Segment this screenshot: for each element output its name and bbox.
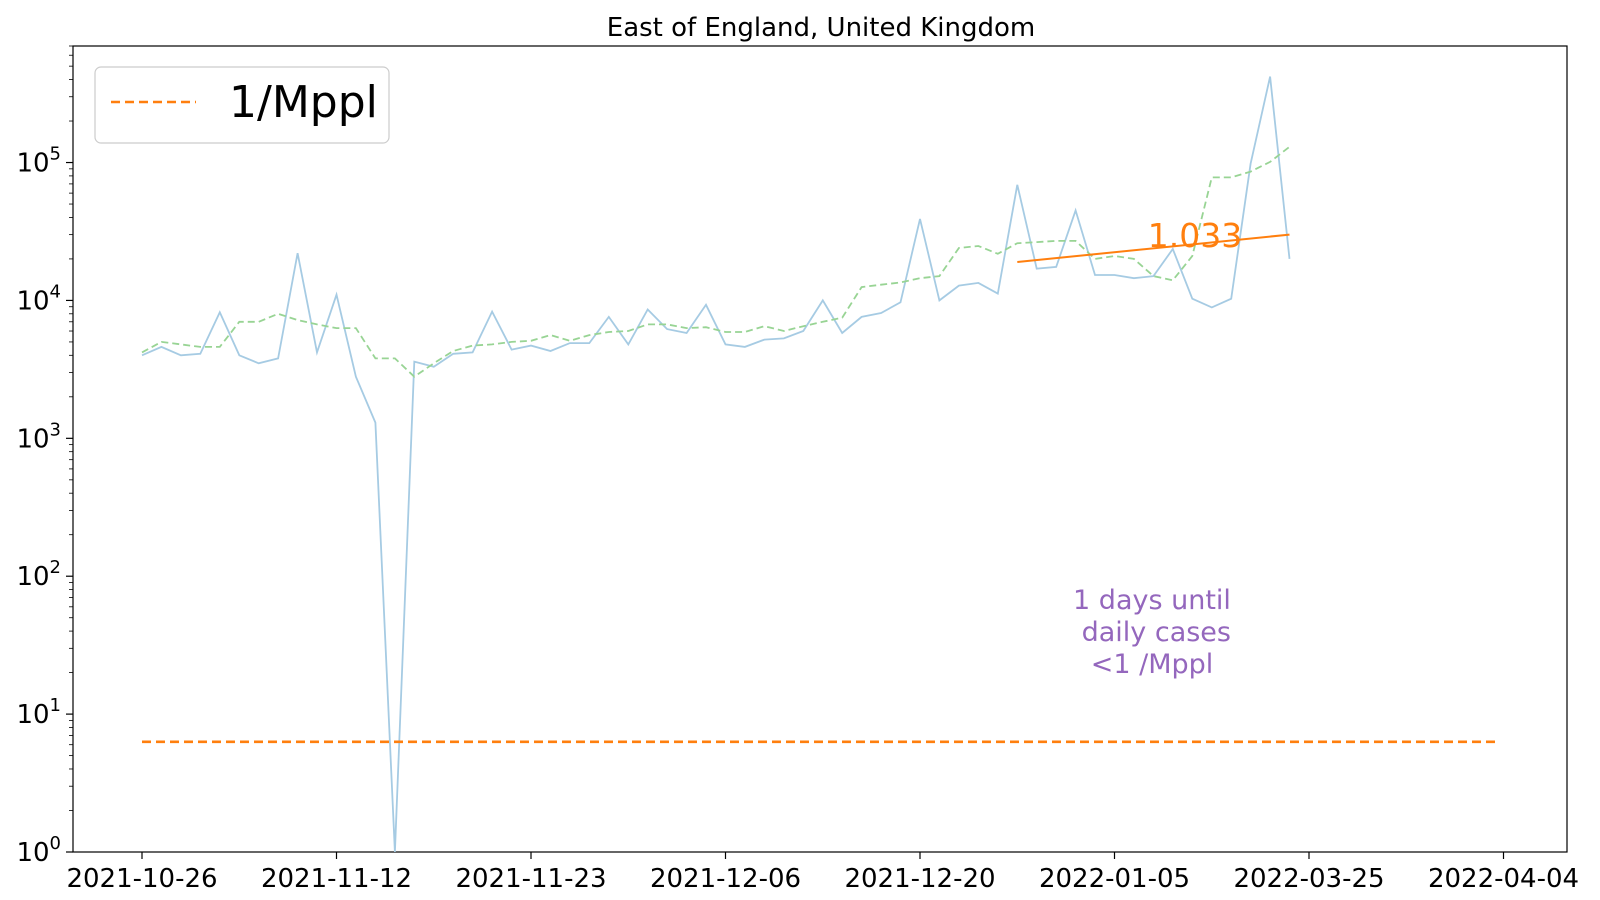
slope-annotation: 1.033 bbox=[1148, 216, 1242, 255]
y-tick-label: 100 bbox=[16, 833, 61, 868]
legend-box bbox=[94, 66, 390, 144]
legend-label: 1/Mppl bbox=[229, 77, 378, 128]
x-tick-label: 2022-01-05 bbox=[1039, 864, 1190, 894]
x-tick-label: 2021-12-20 bbox=[844, 864, 995, 894]
y-tick-label: 101 bbox=[16, 695, 61, 730]
x-tick-label: 2021-12-06 bbox=[650, 864, 801, 894]
y-axis: 100 101 102 103 104 105 bbox=[16, 45, 73, 868]
legend: 1/Mppl bbox=[94, 66, 390, 144]
x-tick-label: 2021-11-12 bbox=[261, 864, 412, 894]
series-line-7-day-average bbox=[141, 146, 1291, 378]
x-tick-label: 2022-04-04 bbox=[1428, 864, 1579, 894]
chart-title: East of England, United Kingdom bbox=[607, 13, 1035, 43]
series-line-trend-fit bbox=[1017, 233, 1290, 263]
x-axis: 2021-10-26 2021-11-12 2021-11-23 2021-12-06… bbox=[66, 852, 1579, 894]
x-tick-label: 2021-11-23 bbox=[455, 864, 606, 894]
days-until-annotation: 1 days until daily cases <1 /Mppl bbox=[1073, 585, 1231, 680]
annotation-layer: 1.033 1 days until daily cases <1 /Mppl bbox=[1073, 216, 1242, 680]
plot-area bbox=[72, 45, 1568, 853]
series-layer bbox=[141, 76, 1500, 853]
y-tick-label: 103 bbox=[16, 419, 61, 454]
y-tick-label: 105 bbox=[16, 144, 61, 179]
series-line-daily-cases bbox=[141, 76, 1291, 853]
x-tick-label: 2021-10-26 bbox=[66, 864, 217, 894]
y-tick-label: 104 bbox=[16, 281, 61, 316]
x-tick-label: 2022-03-25 bbox=[1233, 864, 1384, 894]
y-tick-label: 102 bbox=[16, 557, 61, 592]
